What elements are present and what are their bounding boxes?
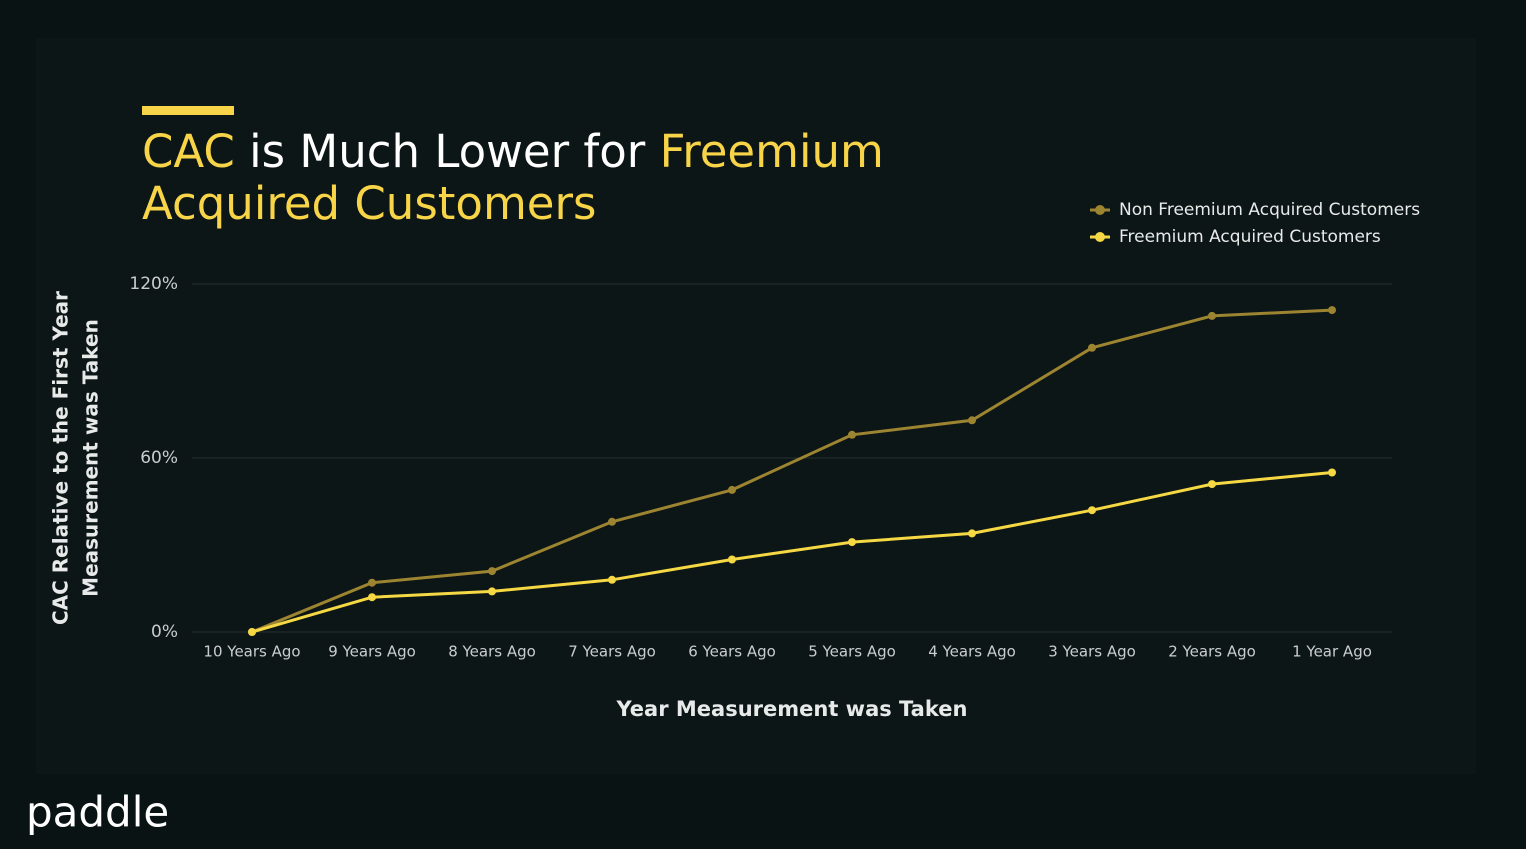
y-axis-title: CAC Relative to the First Year Measureme… [49,291,103,625]
data-point [608,575,616,584]
x-tick-label: 10 Years Ago [203,643,300,661]
title-part: CAC [142,125,235,178]
data-point [728,485,736,494]
data-point [1328,306,1336,315]
data-point [848,538,856,547]
data-point [728,555,736,564]
data-point [368,593,376,602]
y-axis-title-line: CAC Relative to the First Year [49,291,73,625]
legend-marker [1095,205,1105,215]
x-tick-label: 5 Years Ago [808,643,896,661]
chart-card [36,38,1476,774]
data-point [1088,343,1096,352]
x-tick-label: 4 Years Ago [928,643,1016,661]
data-point [1208,480,1216,489]
y-tick-label: 120% [129,274,178,294]
y-tick-label: 60% [140,448,178,468]
x-tick-label: 7 Years Ago [568,643,656,661]
data-point [488,587,496,596]
data-point [1208,311,1216,320]
data-point [968,416,976,425]
series-line [251,308,1333,634]
x-tick-label: 8 Years Ago [448,643,536,661]
data-point [1088,506,1096,515]
x-tick-label: 2 Years Ago [1168,643,1256,661]
data-point [608,517,616,526]
data-point [248,628,256,636]
legend-marker [1095,232,1105,242]
title-accent [142,106,234,115]
logo: paddle [26,788,169,837]
series-line [251,471,1333,634]
title-part: Freemium Acquired Customers [142,125,884,230]
x-tick-label: 3 Years Ago [1048,643,1136,661]
data-point [1328,468,1336,477]
x-tick-label: 6 Years Ago [688,643,776,661]
x-tick-label: 1 Year Ago [1292,643,1372,661]
data-point [848,430,856,439]
data-point [368,578,376,587]
x-axis-title: Year Measurement was Taken [616,697,968,721]
data-point [488,567,496,576]
y-tick-label: 0% [151,622,178,642]
data-point [968,529,976,538]
title-part: is Much Lower for [249,125,646,178]
x-tick-label: 9 Years Ago [328,643,416,661]
legend-label: Freemium Acquired Customers [1119,227,1381,247]
y-axis-title-line: Measurement was Taken [79,319,103,597]
chart-title: CAC is Much Lower for Freemium Acquired … [142,126,902,230]
legend-label: Non Freemium Acquired Customers [1119,200,1420,220]
